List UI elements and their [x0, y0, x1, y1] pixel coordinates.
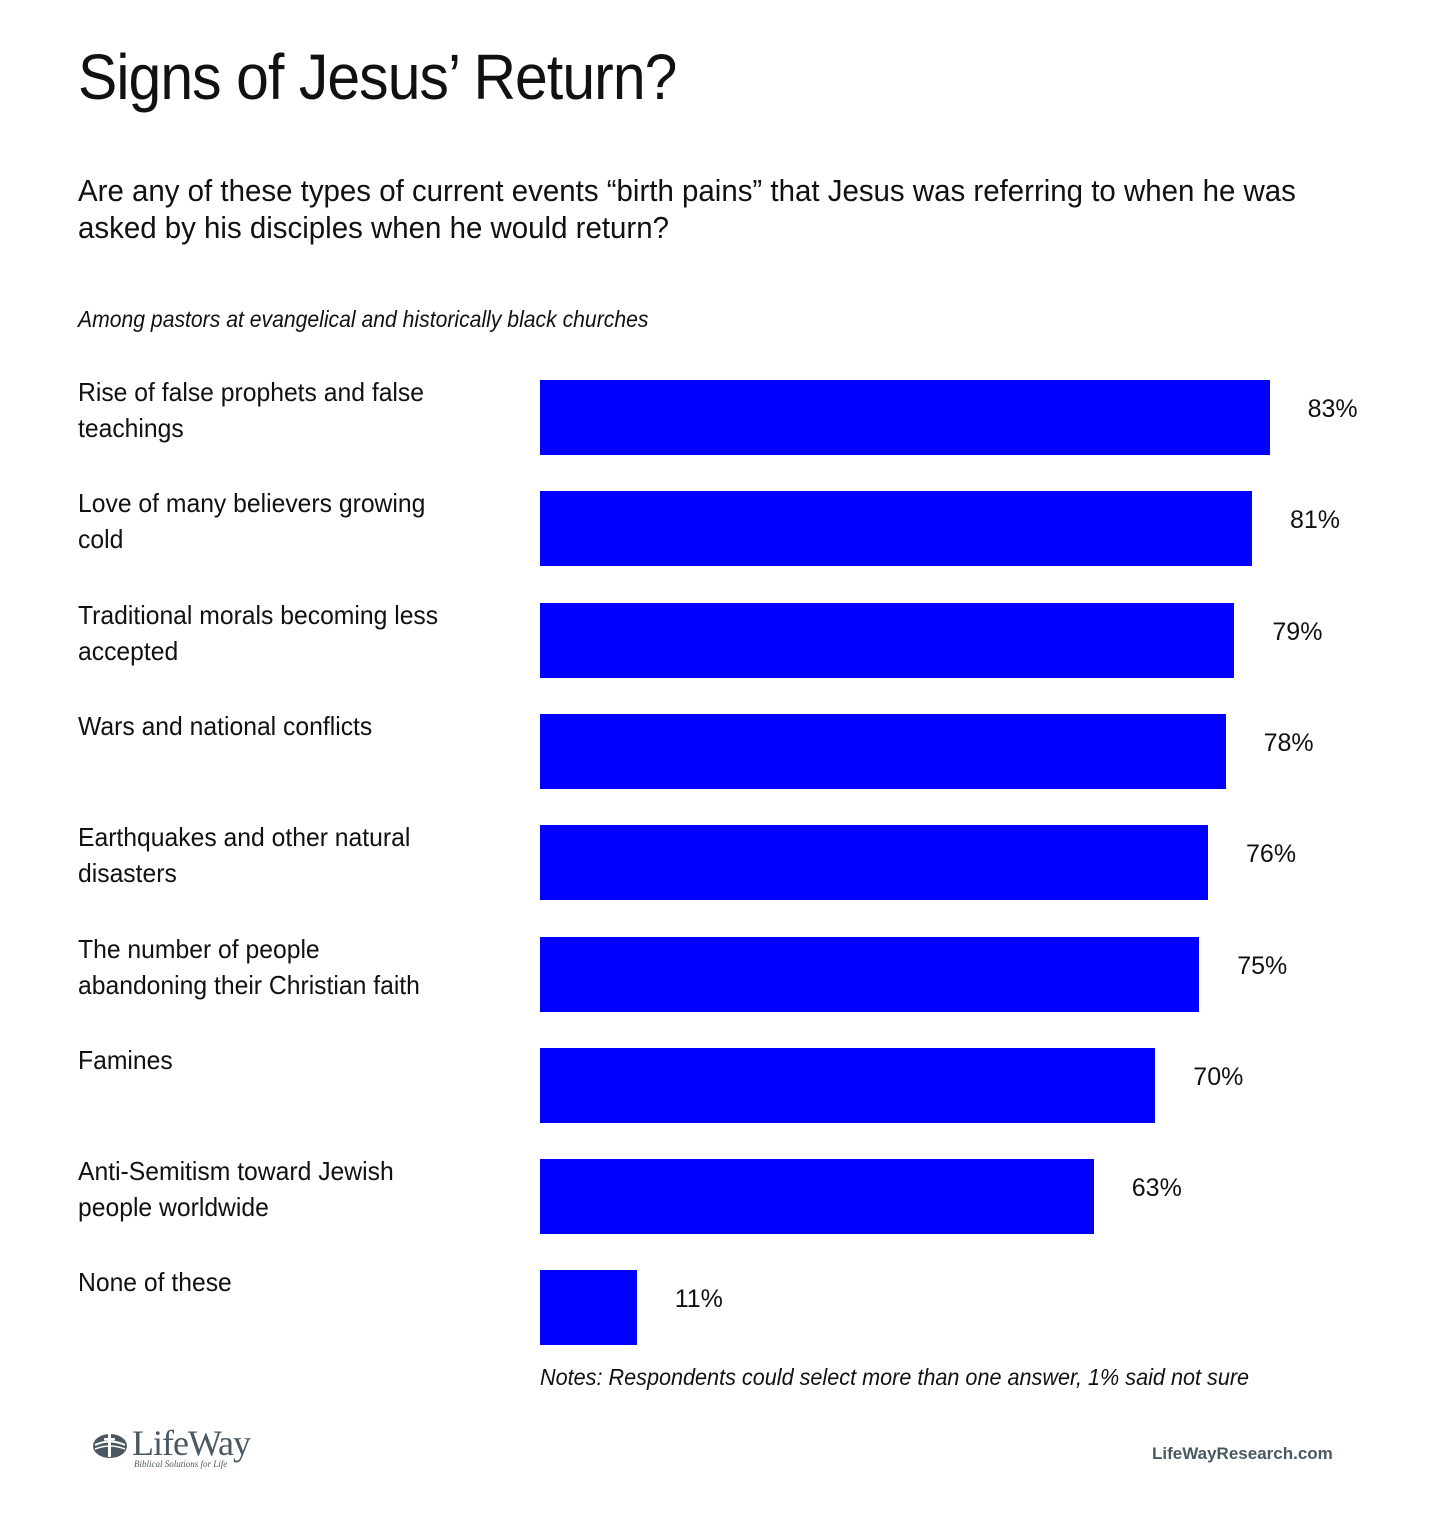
- value-label: 63%: [1131, 1174, 1182, 1202]
- value-label: 81%: [1289, 506, 1341, 534]
- category-label-line: Love of many believers growing: [78, 488, 426, 518]
- value-label: 79%: [1272, 618, 1323, 646]
- category-label: Love of many believers growing cold: [78, 485, 496, 557]
- bar: [540, 603, 1235, 678]
- website-url[interactable]: LifeWayResearch.com: [1152, 1444, 1333, 1463]
- category-label: Famines: [78, 1042, 496, 1078]
- logo-tagline: Biblical Solutions for Life: [134, 1459, 228, 1469]
- category-label-line: Wars and national conflicts: [78, 711, 373, 741]
- bar: [540, 491, 1252, 566]
- category-label-line: None of these: [78, 1267, 232, 1297]
- category-label-line: disasters: [78, 858, 177, 888]
- category-label-line: abandoning their Christian faith: [78, 970, 420, 1000]
- category-label-line: Anti-Semitism toward Jewish: [78, 1156, 394, 1186]
- value-label: 76%: [1246, 840, 1297, 868]
- category-label-line: Rise of false prophets and false: [78, 377, 425, 407]
- population-note: Among pastors at evangelical and histori…: [78, 306, 649, 332]
- bar: [540, 380, 1270, 455]
- category-label: Anti-Semitism toward Jewish people worldw…: [78, 1153, 496, 1225]
- bar: [540, 1270, 637, 1345]
- lifeway-globe-cross-icon: [93, 1433, 127, 1458]
- category-label-line: Famines: [78, 1045, 173, 1075]
- bar: [540, 825, 1209, 900]
- category-label-line: The number of people: [78, 934, 320, 964]
- bar: [540, 714, 1226, 789]
- bar: [540, 937, 1200, 1012]
- category-label: None of these: [78, 1264, 496, 1300]
- category-label: Wars and national conflicts: [78, 708, 496, 744]
- chart-subtitle: Are any of these types of current events…: [78, 173, 1296, 245]
- category-label: The number of people abandoning their Chr…: [78, 931, 496, 1003]
- category-label: Traditional morals becoming less accepted: [78, 597, 496, 669]
- value-label: 78%: [1263, 729, 1314, 757]
- category-label: Rise of false prophets and false teaching…: [78, 374, 496, 446]
- logo-wordmark: LifeWay: [132, 1423, 251, 1463]
- category-label-line: cold: [78, 524, 124, 554]
- category-label-line: Earthquakes and other natural: [78, 822, 411, 852]
- category-label: Earthquakes and other natural disasters: [78, 819, 496, 891]
- chart-title: Signs of Jesus’ Return?: [78, 41, 677, 113]
- value-label: 70%: [1193, 1063, 1244, 1091]
- category-label-line: people worldwide: [78, 1192, 269, 1222]
- chart-notes: Notes: Respondents could select more tha…: [540, 1364, 1250, 1390]
- value-label: 75%: [1237, 952, 1288, 980]
- bar: [540, 1159, 1094, 1234]
- category-label-line: accepted: [78, 636, 179, 666]
- category-label-line: Traditional morals becoming less: [78, 600, 439, 630]
- value-label: 11%: [674, 1285, 723, 1313]
- value-label: 83%: [1307, 395, 1358, 423]
- bar: [540, 1048, 1156, 1123]
- category-label-line: teachings: [78, 413, 184, 443]
